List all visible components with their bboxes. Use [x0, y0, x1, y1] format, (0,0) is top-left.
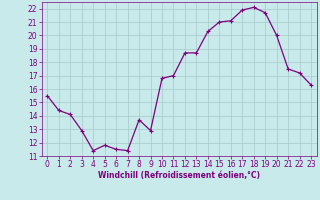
- X-axis label: Windchill (Refroidissement éolien,°C): Windchill (Refroidissement éolien,°C): [98, 171, 260, 180]
